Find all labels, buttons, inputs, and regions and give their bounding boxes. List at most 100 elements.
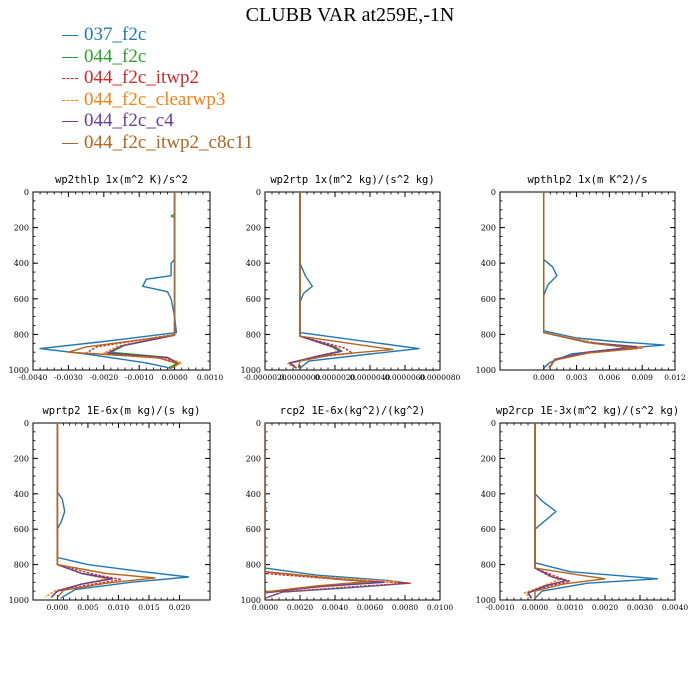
panel-5: rcp2 1E-6x(kg^2)/(kg^2) 0 200 400 600 800 1000…	[241, 405, 454, 612]
y-tick-label: 1000	[9, 596, 29, 605]
y-tick-label: 600	[14, 295, 29, 304]
series-line-044-f2c-clearwp3	[265, 423, 397, 599]
legend-label: 044_f2c_itwp2_c8c11	[84, 131, 254, 153]
y-tick-label: 200	[14, 224, 29, 233]
series-line-044-f2c-itwp2-c8c11	[265, 423, 371, 599]
series-line-044-f2c-itwp2	[50, 423, 123, 598]
legend-swatch	[62, 121, 78, 123]
x-tick-label: 0.0010	[557, 603, 583, 612]
panel-3: wpthlp2 1x(m K^2)/s 0 200 400 600 800 1000 0.00…	[476, 174, 686, 382]
series-line-044-f2c-c4	[106, 192, 179, 369]
y-tick-label: 600	[246, 525, 261, 534]
x-tick-label: 0.0020	[287, 603, 313, 612]
legend-item-037-f2c: 037_f2c	[62, 24, 253, 46]
x-tick-label: -0.0030	[54, 373, 83, 382]
series-line-044-f2c-clearwp3	[287, 192, 340, 369]
x-tick-label: 0.0040	[662, 603, 688, 612]
x-tick-label: 0.0000	[161, 373, 187, 382]
legend-label: 037_f2c	[84, 24, 147, 45]
x-tick-label: 0.0000000	[280, 373, 321, 382]
x-tick-label: 0.012	[664, 373, 686, 382]
legend-item-044-f2c-c4: 044_f2c_c4	[62, 110, 253, 132]
y-tick-label: 200	[14, 454, 29, 463]
x-tick-label: 0.0000060	[385, 373, 426, 382]
x-tick-label: -0.0000020	[243, 373, 286, 382]
x-tick-label: -0.0040	[19, 373, 48, 382]
x-tick-label: 0.006	[599, 373, 621, 382]
legend-item-044-f2c: 044_f2c	[62, 46, 253, 68]
y-tick-label: 0	[256, 188, 261, 197]
series-line-037-f2c	[39, 192, 178, 369]
y-tick-label: 0	[24, 188, 29, 197]
x-tick-label: 0.005	[77, 603, 99, 612]
panel-title: wp2rtp 1x(m^2 kg)/(s^2 kg)	[270, 174, 434, 186]
panel-1: wp2thlp 1x(m^2 K)/s^202004006008001000-0…	[9, 174, 224, 382]
x-tick-label: 0.0000	[522, 603, 548, 612]
x-tick-label: 0.009	[631, 373, 653, 382]
y-tick-label: 400	[14, 259, 29, 268]
y-tick-label: 800	[14, 561, 29, 570]
legend-swatch	[62, 99, 78, 101]
y-tick-label: 1000	[9, 366, 29, 375]
y-tick-label: 0	[256, 419, 261, 428]
y-tick-label: 0	[491, 419, 496, 428]
y-tick-label: 1000	[241, 366, 261, 375]
series-line-044-f2c-itwp2	[265, 423, 411, 599]
y-tick-label: 400	[14, 490, 29, 499]
x-tick-label: 0.0040	[322, 603, 348, 612]
x-tick-label: 0.000	[533, 373, 555, 382]
series-line-037-f2c	[543, 192, 665, 369]
series-line-044-f2c-itwp2-c8c11	[297, 192, 394, 369]
legend-item-044-f2c-itwp2: 044_f2c_itwp2	[62, 67, 253, 89]
series-line-044-f2c-itwp2-c8c11	[56, 423, 156, 598]
x-tick-label: 0.0060	[357, 603, 383, 612]
y-tick-label: 200	[246, 454, 261, 463]
series-line-044-f2c-itwp2-c8c11	[67, 192, 179, 369]
series-line-044-f2c	[50, 423, 113, 598]
plot-frame	[264, 422, 441, 601]
legend-swatch	[62, 56, 78, 58]
x-tick-label: 0.003	[566, 373, 588, 382]
legend-item-044-f2c-itwp2-c8c11: 044_f2c_itwp2_c8c11	[62, 132, 253, 154]
legend-swatch	[62, 142, 78, 144]
x-tick-label: 0.0000	[252, 603, 278, 612]
y-tick-label: 800	[246, 330, 261, 339]
series-line-044-f2c	[265, 423, 380, 599]
y-tick-label: 800	[481, 561, 496, 570]
y-tick-label: 0	[491, 188, 496, 197]
x-tick-label: 0.0020	[592, 603, 618, 612]
y-tick-label: 1000	[476, 596, 496, 605]
x-tick-label: 0.0000040	[350, 373, 391, 382]
y-tick-label: 600	[481, 525, 496, 534]
y-tick-label: 0	[24, 419, 29, 428]
y-tick-label: 1000	[241, 596, 261, 605]
y-tick-label: 200	[246, 224, 261, 233]
y-tick-label: 800	[481, 330, 496, 339]
y-tick-label: 200	[481, 454, 496, 463]
panel-2: wp2rtp 1x(m^2 kg)/(s^2 kg) 0 200 400 600 800 1…	[241, 174, 461, 382]
series-line-037-f2c	[265, 423, 410, 599]
legend-label: 044_f2c_itwp2	[84, 67, 200, 88]
series-line-044-f2c-itwp2-c8c11	[534, 423, 606, 599]
x-tick-label: -0.0010	[125, 373, 154, 382]
y-tick-label: 400	[481, 490, 496, 499]
series-line-037-f2c	[534, 423, 659, 599]
y-tick-label: 600	[481, 295, 496, 304]
legend-label: 044_f2c	[84, 45, 147, 67]
legend: 037_f2c 044_f2c 044_f2c_itwp2 044_f2c_cl…	[62, 24, 253, 153]
x-tick-label: 0.000	[47, 603, 69, 612]
x-tick-label: 0.010	[108, 603, 130, 612]
series-line-044-f2c-c4	[265, 423, 385, 599]
x-tick-label: -0.0010	[486, 603, 515, 612]
y-tick-label: 600	[246, 295, 261, 304]
y-tick-label: 600	[14, 525, 29, 534]
y-tick-label: 800	[14, 330, 29, 339]
y-tick-label: 400	[246, 259, 261, 268]
y-tick-label: 1000	[476, 366, 496, 375]
panel-4: wprtp2 1E-6x(m kg)/(s kg) 0 200 400 600 800 10…	[9, 405, 211, 612]
legend-item-044-f2c-clearwp3: 044_f2c_clearwp3	[62, 89, 253, 111]
panel-title: wpthlp2 1x(m K^2)/s	[527, 174, 647, 186]
panel-title: wprtp2 1E-6x(m kg)/(s kg)	[42, 405, 200, 417]
x-tick-label: -0.0020	[89, 373, 118, 382]
